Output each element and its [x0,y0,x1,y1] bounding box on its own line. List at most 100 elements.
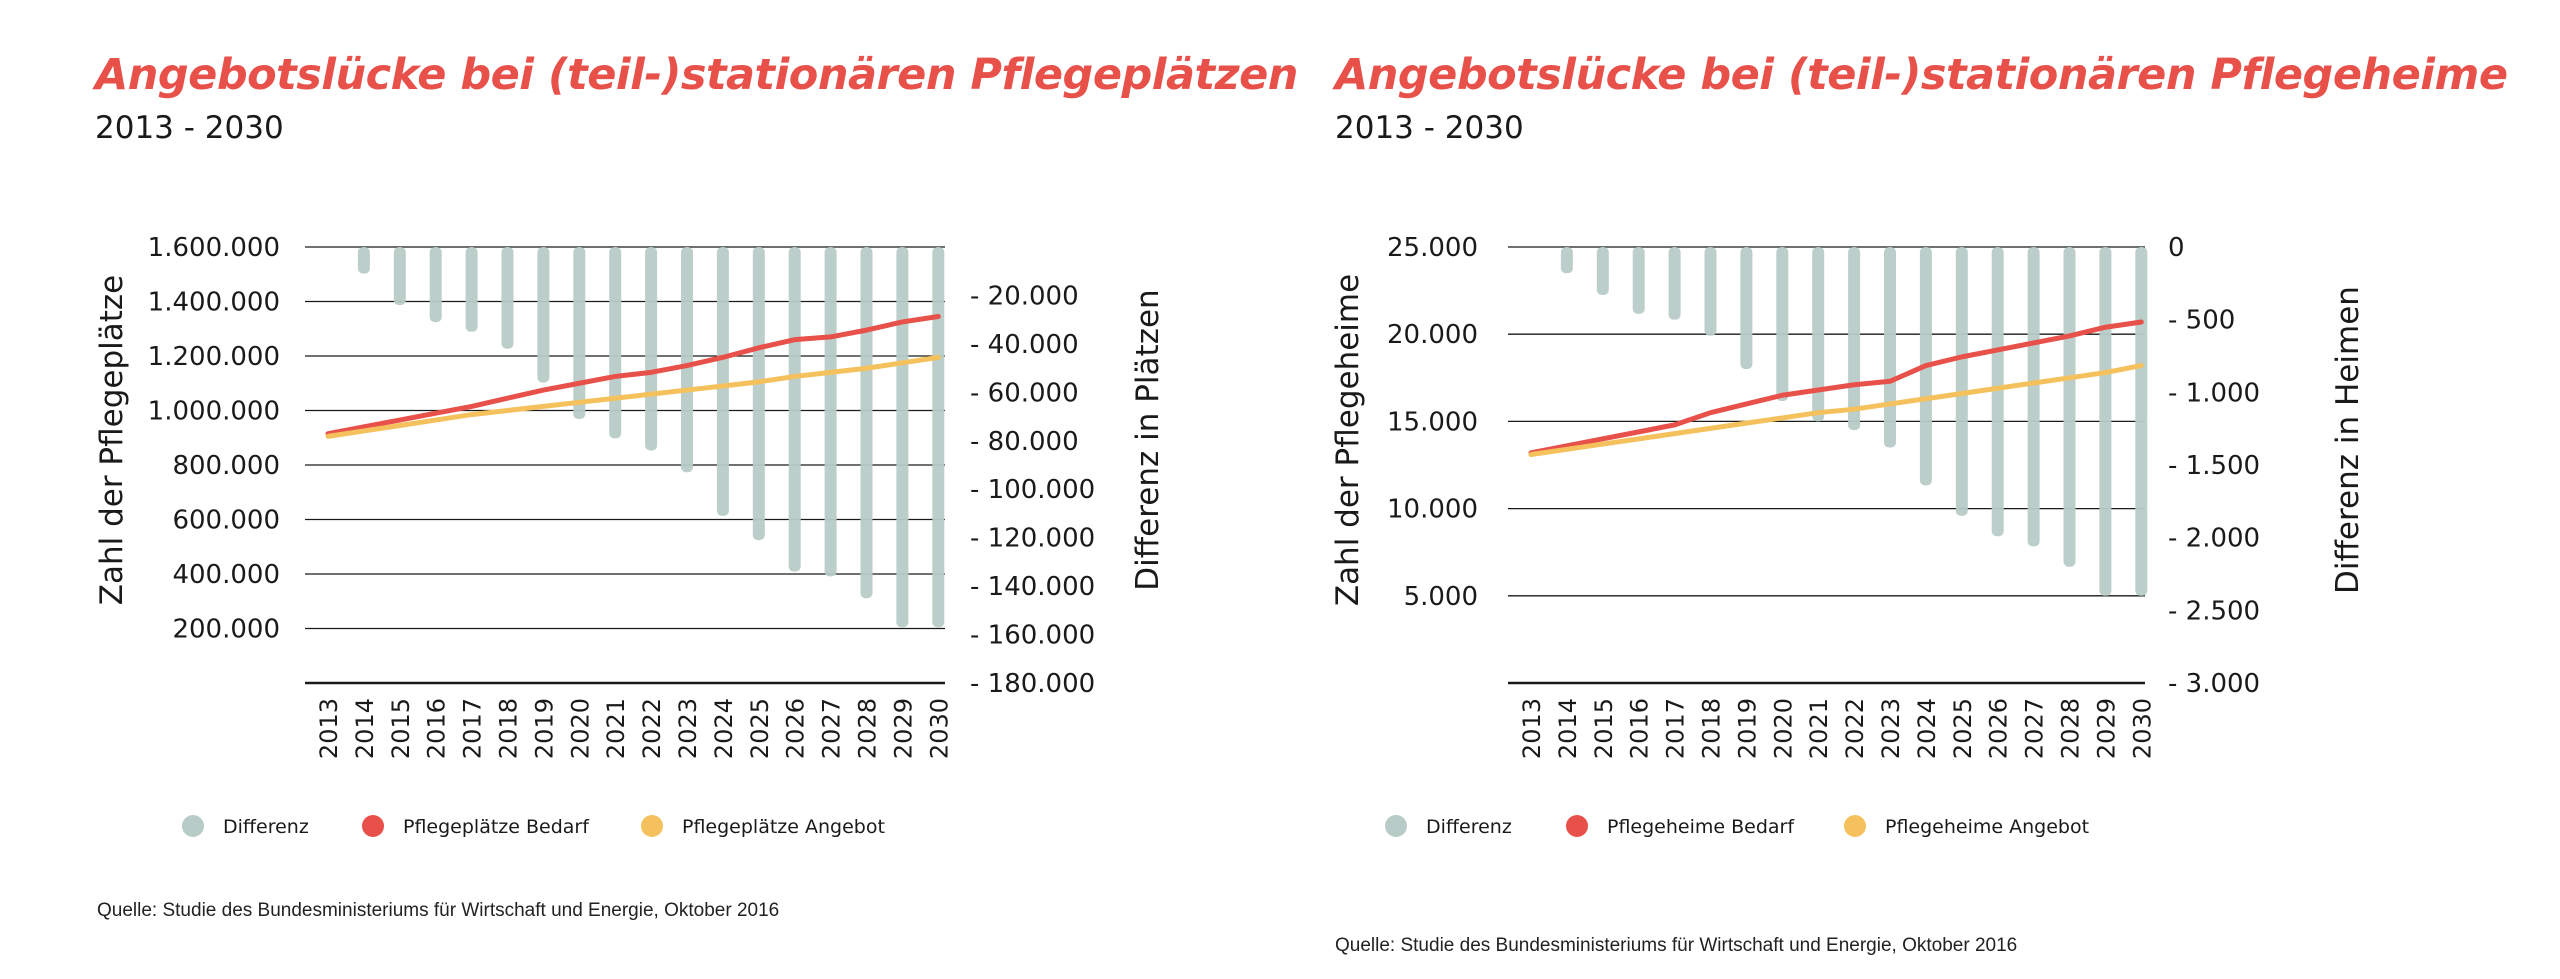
difference-bar [788,247,801,572]
y-tick-label-right: - 60.000 [970,378,1079,408]
difference-bar [537,247,550,383]
difference-bar [1848,247,1861,431]
x-tick-label: 2019 [530,698,558,759]
series-line-angebot [1528,363,2144,458]
y-tick-label-right: 0 [2168,233,2185,263]
x-tick-label: 2024 [1913,698,1941,759]
y-tick-label-right: - 3.000 [2168,669,2260,699]
x-tick-label: 2026 [782,698,810,759]
difference-bar [2027,247,2040,547]
y-tick-label-left: 10.000 [1387,495,1478,525]
x-tick-label: 2023 [1877,698,1905,759]
difference-bar [1560,247,1573,274]
x-tick-label: 2016 [1626,698,1654,759]
difference-bar [357,247,370,274]
difference-bar [1991,247,2004,537]
y-axis-title-right: Differenz in Heimen [2330,286,2366,594]
y-tick-label-left: 800.000 [172,451,280,481]
difference-bar [501,247,514,349]
difference-bar [393,247,406,306]
source-note: Quelle: Studie des Bundesministeriums fü… [1335,935,2018,956]
x-tick-label: 2030 [925,698,953,759]
legend-marker [1844,815,1866,837]
difference-bar [716,247,729,516]
x-tick-label: 2024 [710,698,738,759]
y-tick-label-right: - 1.500 [2168,451,2260,481]
y-tick-label-right: - 1.000 [2168,378,2260,408]
difference-bar [860,247,873,599]
chart-plaetze: 1.600.000 1.400.000 1.200.000 1.000.000 800.… [94,233,1166,838]
x-tick-label: 2015 [1590,698,1618,759]
legend-label: Pflegeheime Angebot [1885,816,2089,838]
y-tick-label-right: - 120.000 [970,524,1095,554]
legend-label: Differenz [223,816,309,838]
y-tick-label-left: 1.000.000 [148,397,280,427]
x-tick-label: 2017 [459,698,487,759]
x-tick-label: 2026 [1985,698,2013,759]
x-tick-label: 2020 [566,698,594,759]
difference-bar [1596,247,1609,295]
y-tick-label-right: - 500 [2168,306,2235,336]
y-tick-label-left: 200.000 [172,615,280,645]
difference-bar [896,247,909,628]
y-tick-label-right: - 80.000 [970,427,1079,457]
y-tick-label-right: - 2.000 [2168,524,2260,554]
x-tick-label: 2017 [1662,698,1690,759]
x-tick-label: 2027 [818,698,846,759]
difference-bar [429,247,442,323]
y-tick-label-left: 1.200.000 [148,342,280,372]
difference-bars [1560,247,2148,596]
difference-bar [2099,247,2112,596]
chart-subtitle: 2013 - 2030 [95,110,284,146]
difference-bar [1668,247,1681,320]
x-tick-label: 2029 [2092,698,2120,759]
y-tick-label-left: 5.000 [1404,582,1478,612]
x-tick-label: 2025 [1949,698,1977,759]
y-axis-title-left: Zahl der Pflegeheime [1330,274,1366,606]
x-tick-label: 2022 [1841,698,1869,759]
y-tick-label-left: 20.000 [1387,320,1478,350]
x-tick-label: 2029 [889,698,917,759]
y-tick-label-left: 1.600.000 [148,233,280,263]
x-tick-label: 2023 [674,698,702,759]
x-tick-label: 2019 [1733,698,1761,759]
y-tick-label-right: - 140.000 [970,572,1095,602]
legend: Differenz Pflegeheime Bedarf Pflegeheime A… [1385,815,2089,838]
difference-bar [1704,247,1717,336]
difference-bar [573,247,586,419]
y-tick-label-right: - 2.500 [2168,596,2260,626]
legend-label: Pflegeplätze Bedarf [403,816,590,838]
x-tick-label: 2015 [387,698,415,759]
x-tick-label: 2014 [351,698,379,759]
difference-bar [1740,247,1753,370]
chart-panel-heime: Angebotslücke bei (teil-)stationären Pfl… [1240,0,2508,979]
legend-marker [1566,815,1588,837]
x-tick-label: 2028 [854,698,882,759]
chart-title: Angebotslücke bei (teil-)stationären Pfl… [1335,50,2508,100]
y-tick-label-left: 600.000 [172,506,280,536]
legend-marker [182,815,204,837]
legend-marker [362,815,384,837]
y-tick-label-left: 400.000 [172,560,280,590]
difference-bar [681,247,693,473]
y-tick-label-right: - 20.000 [970,281,1079,311]
x-tick-label: 2014 [1554,698,1582,759]
x-tick-label: 2030 [2128,698,2156,759]
x-tick-label: 2013 [315,698,343,759]
difference-bar [752,247,765,541]
difference-bar [465,247,478,332]
series-line-bedarf [1528,319,2144,456]
x-tick-label: 2021 [602,698,630,759]
x-tick-label: 2027 [2021,698,2049,759]
x-tick-label: 2020 [1769,698,1797,759]
series-line-bedarf [325,313,941,437]
x-tick-label: 2025 [746,698,774,759]
legend-marker [641,815,663,837]
difference-bar [2135,247,2148,596]
legend-label: Pflegeheime Bedarf [1607,816,1795,838]
y-tick-label-left: 15.000 [1387,407,1478,437]
difference-bar [2063,247,2076,567]
y-tick-label-right: - 180.000 [970,669,1095,699]
difference-bars [357,247,945,628]
x-tick-label: 2028 [2057,698,2085,759]
